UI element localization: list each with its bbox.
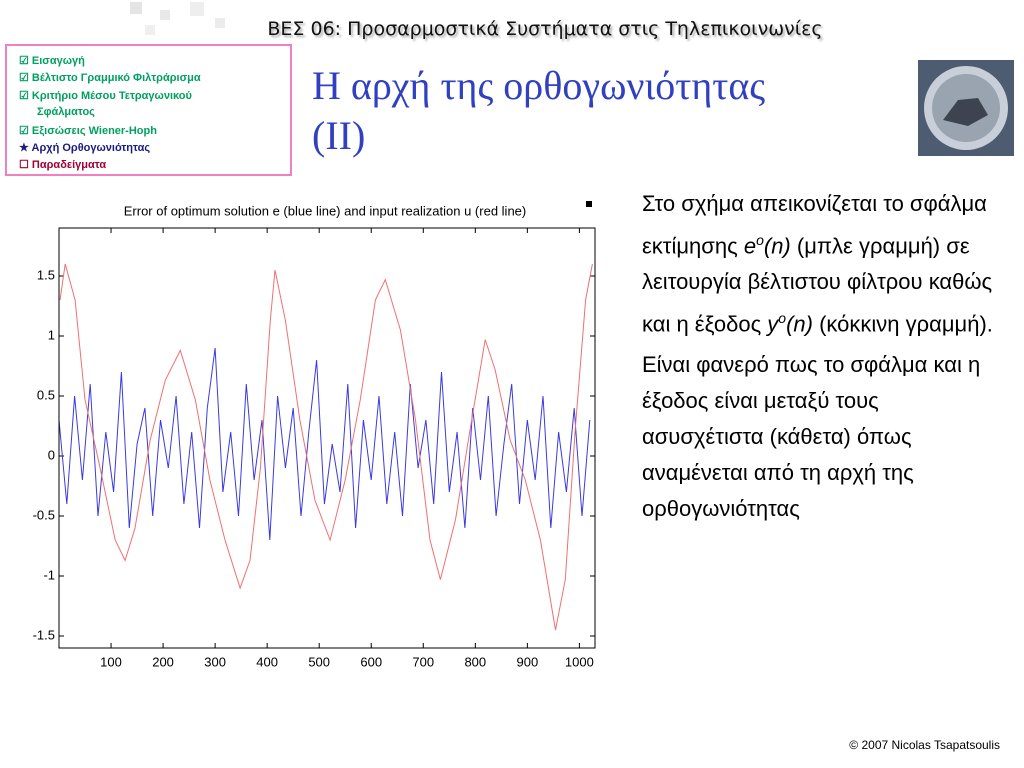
text-run: o [756, 232, 764, 248]
text-run: o [778, 310, 787, 327]
text-run: (n) [763, 233, 791, 259]
course-title: ΒΕΣ 06: Προσαρμοστικά Συστήματα στις Τηλ… [267, 18, 823, 40]
y-tick-label: -1 [43, 567, 55, 582]
coin-image [918, 60, 1014, 156]
text-run: (n) [786, 311, 813, 337]
nav-item: ☑ Βέλτιστο Γραμμικό Φιλτράρισμα [19, 72, 201, 84]
text-run: e [743, 233, 757, 259]
y-tick-label: 1.5 [37, 267, 55, 282]
series-line [58, 347, 591, 541]
nav-item: ☐ Παραδείγματα [19, 159, 107, 171]
chart-title: Error of optimum solution e (blue line) … [124, 203, 526, 218]
x-tick-label: 800 [464, 654, 486, 669]
nav-item: Σφάλματος [37, 106, 95, 118]
x-tick-label: 100 [100, 654, 122, 669]
y-tick-label: -1.5 [33, 627, 55, 642]
slide-title: (II) [312, 113, 366, 158]
x-tick-label: 900 [516, 654, 538, 669]
bullet [586, 201, 592, 207]
x-tick-label: 300 [204, 654, 226, 669]
footer: © 2007 Nicolas Tsapatsoulis [849, 738, 1000, 752]
nav-item: ☑ Εξισώσεις Wiener-Hoph [19, 125, 157, 137]
paragraph: Στο σχήμα απεικονίζεται το σφάλμα εκτίμη… [642, 186, 1002, 343]
text-run: (κόκκινη γραμμή). [812, 311, 993, 337]
x-tick-label: 700 [412, 654, 434, 669]
x-tick-label: 600 [360, 654, 382, 669]
x-tick-label: 1000 [565, 654, 594, 669]
y-tick-label: 0 [48, 447, 55, 462]
text-run: (μπλε γραμμή) σε λειτουργία βέλτιστου φί… [642, 233, 993, 337]
decoration [130, 2, 225, 35]
y-tick-label: 0.5 [37, 387, 55, 402]
y-tick-label: -0.5 [33, 507, 55, 522]
nav-box: ☑ Εισαγωγή ☑ Βέλτιστο Γραμμικό Φιλτράρισμ… [5, 44, 292, 176]
nav-item: ★ Αρχή Ορθογωνιότητας [19, 142, 151, 154]
series-line [59, 263, 593, 631]
nav-item: ☑ Κριτήριο Μέσου Τετραγωνικού [19, 90, 192, 102]
chart: Error of optimum solution e (blue line) … [33, 201, 596, 669]
x-tick-label: 200 [152, 654, 174, 669]
nav-item: ☑ Εισαγωγή [19, 55, 85, 67]
slide-title: Η αρχή της ορθογωνιότητας [312, 63, 766, 108]
body-text: Στο σχήμα απεικονίζεται το σφάλμα εκτίμη… [642, 186, 1002, 531]
text-run: y [767, 311, 779, 337]
text-run: Στο σχήμα απεικονίζεται το σφάλμα εκτίμη… [642, 191, 987, 259]
plot-frame [58, 227, 596, 649]
paragraph: Είναι φανερό πως το σφάλμα και η έξοδος … [642, 351, 981, 521]
x-tick-label: 500 [308, 654, 330, 669]
x-tick-label: 400 [256, 654, 278, 669]
y-tick-label: 1 [48, 327, 55, 342]
